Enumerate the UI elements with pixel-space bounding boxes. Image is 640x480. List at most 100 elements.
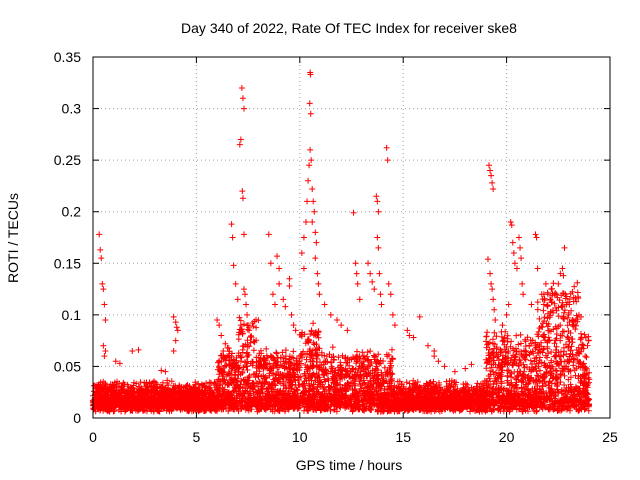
data-point	[239, 195, 246, 202]
data-point	[216, 322, 223, 329]
data-point	[517, 244, 524, 251]
data-point	[238, 84, 245, 91]
data-point	[375, 208, 382, 215]
data-point	[298, 249, 305, 256]
data-point	[488, 280, 495, 287]
data-point	[569, 317, 576, 324]
y-tick-label: 0.25	[54, 152, 81, 168]
data-point	[228, 353, 235, 360]
data-point	[489, 286, 496, 293]
y-tick-labels: 0 0.05 0.1 0.15 0.2 0.25 0.3 0.35	[54, 49, 81, 426]
data-point	[292, 327, 299, 334]
data-point	[243, 301, 250, 308]
x-tick-labels: 0 5 10 15 20 25	[89, 429, 618, 445]
data-point	[510, 249, 517, 256]
data-point	[520, 291, 527, 298]
data-point	[365, 260, 372, 267]
data-point	[338, 322, 345, 329]
data-point	[310, 198, 317, 205]
data-point	[374, 234, 381, 241]
x-tick-label: 0	[89, 429, 97, 445]
data-point	[99, 280, 106, 287]
data-point	[304, 198, 311, 205]
data-point	[288, 311, 295, 318]
data-point	[241, 291, 248, 298]
data-point	[416, 313, 423, 320]
data-point	[96, 231, 103, 238]
data-point	[282, 303, 289, 310]
data-point	[375, 244, 382, 251]
data-point	[441, 363, 448, 370]
data-point	[534, 265, 541, 272]
x-tick-label: 20	[499, 429, 515, 445]
data-point	[367, 270, 374, 277]
data-point	[315, 280, 322, 287]
data-point	[508, 222, 515, 229]
data-point	[271, 301, 278, 308]
data-point	[384, 157, 391, 164]
data-point	[218, 332, 225, 339]
data-point	[563, 301, 570, 308]
data-point	[518, 255, 525, 262]
data-point	[505, 301, 512, 308]
data-point	[158, 367, 165, 374]
y-tick-label: 0.3	[62, 101, 82, 117]
data-point	[387, 291, 394, 298]
data-point	[305, 177, 312, 184]
data-point	[468, 361, 475, 368]
data-point	[162, 368, 169, 375]
data-point	[404, 327, 411, 334]
data-point	[102, 347, 109, 354]
data-point	[350, 209, 357, 216]
data-point	[239, 95, 246, 102]
data-point	[101, 301, 108, 308]
data-point	[516, 234, 523, 241]
data-point	[374, 198, 381, 205]
data-point	[462, 365, 469, 372]
data-point	[308, 157, 315, 164]
data-point	[533, 234, 540, 241]
data-point	[234, 296, 241, 303]
data-point	[170, 313, 177, 320]
background-point-cloud	[90, 279, 593, 415]
x-tick-label: 10	[292, 429, 308, 445]
data-point	[435, 358, 442, 365]
data-point	[102, 317, 109, 324]
data-point	[236, 141, 243, 148]
data-point	[431, 353, 438, 360]
x-tick-label: 5	[193, 429, 201, 445]
data-point	[503, 311, 510, 318]
y-axis-label: ROTI / TECUs	[5, 193, 21, 283]
data-point	[578, 313, 585, 320]
data-point	[280, 296, 287, 303]
data-point	[135, 346, 142, 353]
data-point	[311, 208, 318, 215]
data-point	[244, 311, 251, 318]
data-point	[316, 291, 323, 298]
data-point	[557, 270, 564, 277]
data-point	[229, 234, 236, 241]
data-point	[269, 291, 276, 298]
data-point	[425, 342, 432, 349]
data-point	[239, 188, 246, 195]
data-point	[555, 280, 562, 287]
data-point	[544, 291, 551, 298]
axis-ticks	[92, 56, 611, 419]
data-point	[562, 291, 569, 298]
data-point	[276, 265, 283, 272]
data-point	[224, 344, 231, 351]
data-point	[220, 347, 227, 354]
data-point	[511, 260, 518, 267]
data-point	[492, 317, 499, 324]
data-point	[371, 286, 378, 293]
data-point	[528, 301, 535, 308]
data-point	[265, 231, 272, 238]
data-point	[334, 317, 341, 324]
data-point	[489, 179, 496, 186]
data-point	[172, 319, 179, 326]
data-point	[309, 219, 316, 226]
y-tick-label: 0.1	[62, 307, 82, 323]
data-point	[214, 317, 221, 324]
data-point	[307, 71, 314, 78]
data-point	[488, 172, 495, 179]
